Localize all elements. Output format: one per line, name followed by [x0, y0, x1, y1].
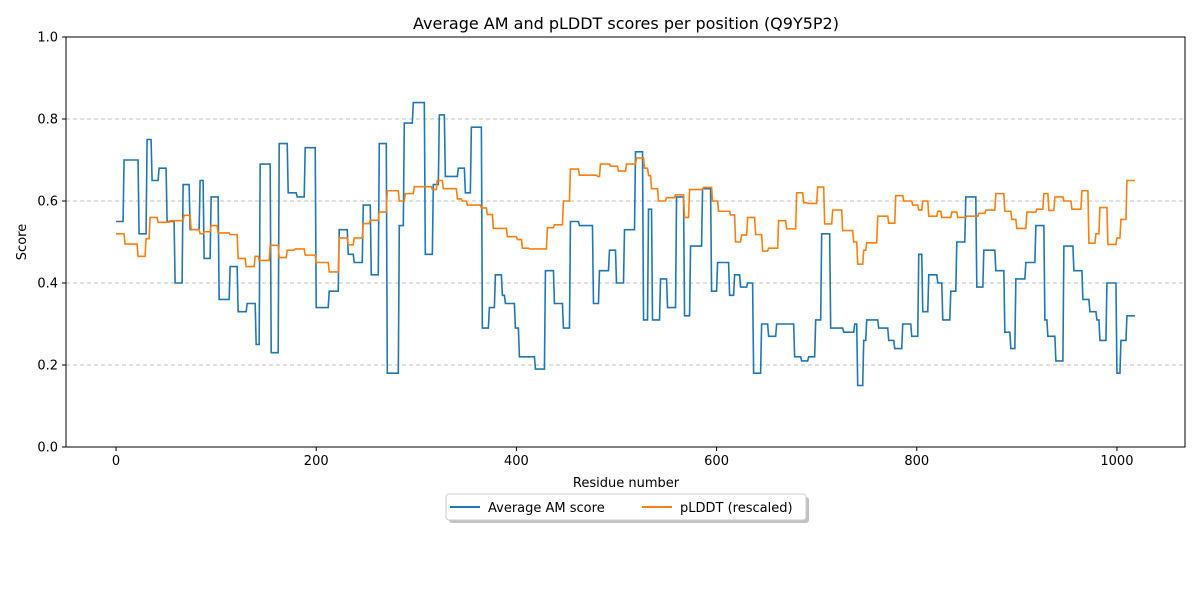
y-tick-label: 0.6 — [37, 195, 58, 210]
series-line-am-score — [116, 101, 1135, 387]
grid — [66, 118, 1185, 366]
series-layer — [116, 101, 1135, 387]
legend-box — [445, 493, 807, 521]
legend-label: Average AM score — [488, 501, 605, 516]
legend: Average AM score pLDDT (rescaled) — [445, 493, 809, 523]
x-tick-label: 0 — [112, 454, 120, 469]
y-tick-label: 0.4 — [37, 277, 58, 292]
y-tick-label: 1.0 — [37, 31, 58, 46]
plot-frame — [65, 36, 1186, 448]
axis-ticks: 0.0 0.2 0.4 0.6 0.8 1.0 0 200 400 600 800 1000 — [37, 31, 1133, 470]
x-axis-title: Residue number — [573, 476, 680, 491]
x-tick-label: 600 — [704, 454, 729, 469]
x-tick-label: 800 — [904, 454, 929, 469]
y-tick-label: 0.2 — [37, 359, 58, 374]
chart-title: Average AM and pLDDT scores per position… — [413, 14, 839, 33]
legend-label: pLDDT (rescaled) — [680, 501, 793, 516]
y-axis-title: Score — [15, 224, 30, 260]
y-tick-label: 0.8 — [37, 113, 58, 128]
x-tick-label: 1000 — [1100, 454, 1133, 469]
x-tick-label: 400 — [504, 454, 529, 469]
y-tick-label: 0.0 — [37, 441, 58, 456]
x-tick-label: 200 — [304, 454, 329, 469]
series-line-plddt — [116, 157, 1135, 273]
